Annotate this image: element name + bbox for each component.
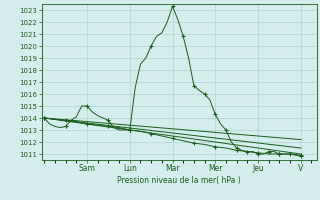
X-axis label: Pression niveau de la mer( hPa ): Pression niveau de la mer( hPa )	[117, 176, 241, 185]
